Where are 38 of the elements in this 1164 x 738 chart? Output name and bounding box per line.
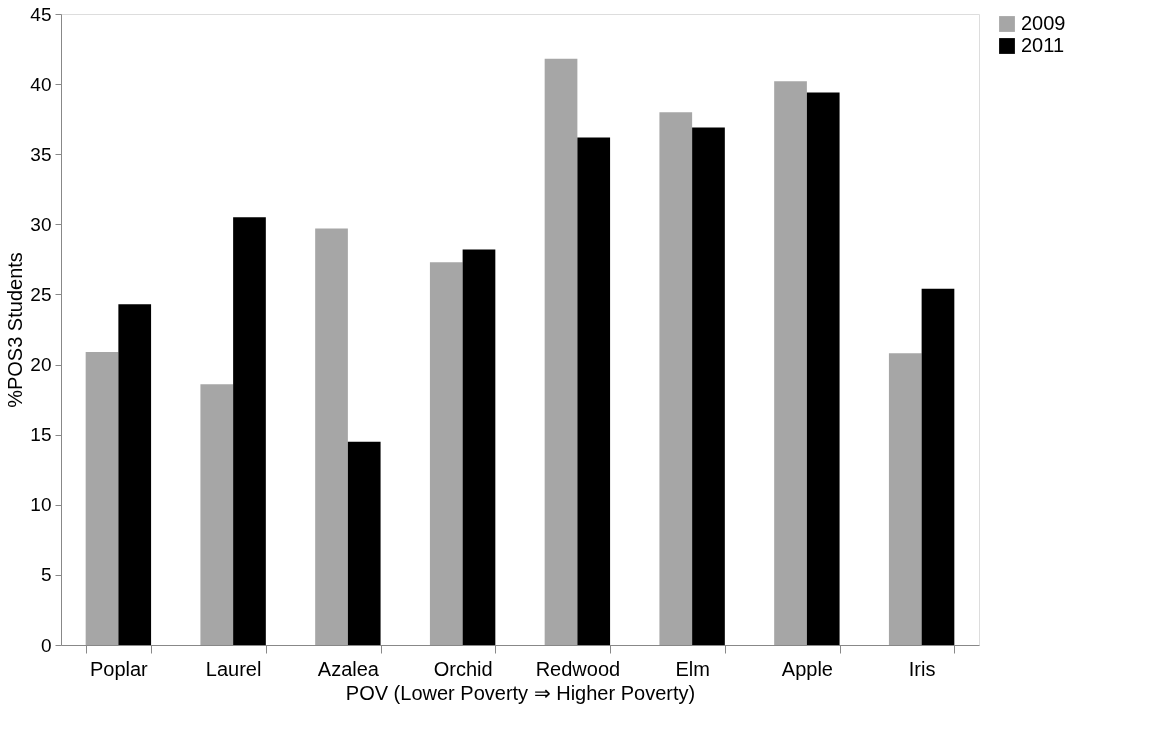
bar — [429, 262, 463, 645]
bar — [888, 353, 922, 645]
y-tick-label: 15 — [30, 424, 52, 446]
y-tick-label: 5 — [40, 564, 52, 586]
x-tick-label: Laurel — [205, 657, 262, 680]
x-tick-label: Azalea — [317, 657, 380, 680]
legend-label: 2011 — [1021, 34, 1065, 56]
bar — [200, 384, 234, 645]
bar — [577, 137, 611, 645]
bar — [315, 228, 348, 645]
bar — [118, 304, 152, 645]
x-tick-label: Redwood — [535, 657, 621, 680]
legend-label: 2009 — [1021, 12, 1066, 34]
y-tick-label: 20 — [30, 354, 52, 376]
x-axis-title: POV (Lower Poverty ⇒ Higher Poverty) — [345, 681, 696, 704]
bar — [347, 441, 381, 645]
x-tick-label: Iris — [908, 657, 936, 680]
y-tick-label: 0 — [40, 634, 52, 656]
x-tick-label: Apple — [781, 657, 833, 680]
y-tick-label: 40 — [30, 73, 52, 95]
y-tick-label: 45 — [30, 3, 52, 25]
bar — [85, 351, 119, 645]
bar — [233, 217, 266, 645]
x-tick-label: Poplar — [89, 657, 149, 680]
y-tick-label: 25 — [30, 283, 52, 305]
bar — [692, 127, 725, 645]
bar — [659, 112, 693, 645]
bar — [544, 58, 578, 645]
bar — [806, 92, 840, 645]
y-axis-title: %POS3 Students — [4, 252, 27, 408]
bar — [774, 81, 807, 645]
y-tick-label: 30 — [30, 213, 52, 235]
bar — [462, 249, 496, 645]
bar — [921, 288, 955, 645]
y-tick-label: 10 — [30, 494, 52, 516]
x-tick-label: Elm — [675, 657, 710, 680]
x-tick-label: Orchid — [433, 657, 493, 680]
y-tick-label: 35 — [30, 143, 52, 165]
